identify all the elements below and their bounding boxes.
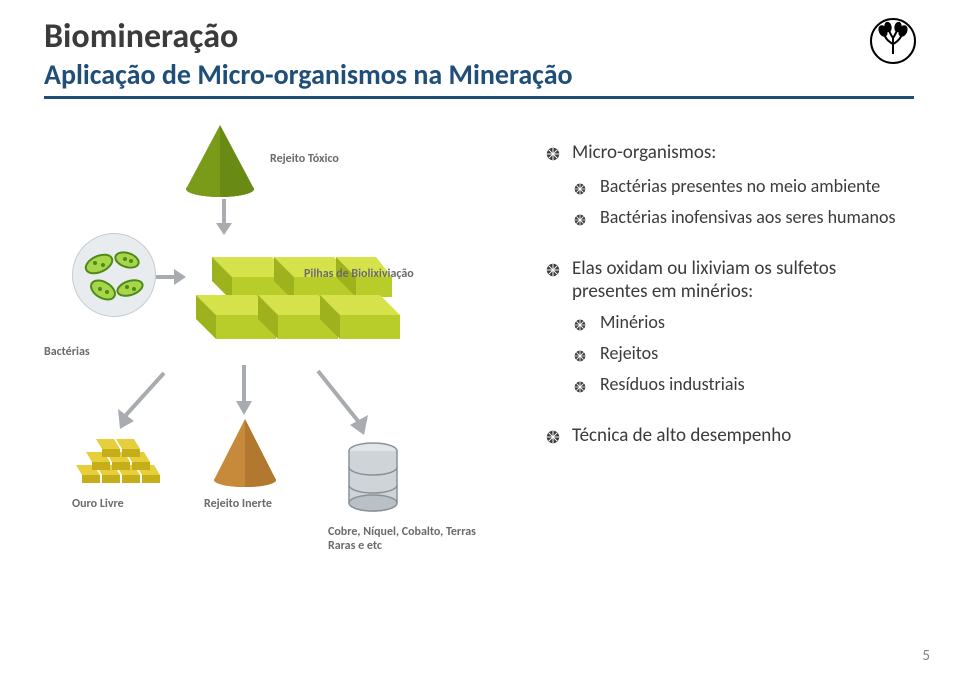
bullet-icon (574, 376, 594, 398)
inert-cone-icon (210, 417, 280, 489)
bullet-text: Elas oxidam ou lixiviam os sulfetos pres… (572, 257, 916, 303)
toxic-cone-icon (182, 123, 258, 199)
bullet-icon (546, 427, 566, 450)
bullet-icon (574, 345, 594, 367)
list-item: Bactérias presentes no meio ambiente (574, 175, 916, 200)
page-number: 5 (922, 647, 930, 665)
list-item: Técnica de alto desempenho (546, 424, 916, 450)
content-row: Rejeito Tóxico (44, 117, 916, 657)
list-item: Minérios (574, 311, 916, 336)
page-title: Biomineração (44, 18, 573, 55)
header-rule (44, 96, 914, 99)
header: Biomineração Aplicação de Micro-organism… (44, 18, 916, 92)
title-block: Biomineração Aplicação de Micro-organism… (44, 18, 573, 92)
toxic-label: Rejeito Tóxico (270, 152, 339, 166)
gold-label: Ouro Livre (72, 497, 124, 511)
slide: Biomineração Aplicação de Micro-organism… (0, 0, 960, 683)
bullet-text: Rejeitos (600, 342, 658, 364)
bullet-list: Técnica de alto desempenho (546, 424, 916, 450)
barrel-icon (346, 441, 400, 515)
bullet-list: Micro-organismos: (546, 141, 916, 167)
list-item: Resíduos industriais (574, 373, 916, 398)
text-column: Micro-organismos: Bactérias presentes no… (534, 117, 916, 657)
diagram: Rejeito Tóxico (44, 117, 534, 657)
bacteria-label: Bactérias (44, 345, 90, 359)
arrow-down-center-icon (236, 365, 252, 420)
bullet-text: Micro-organismos: (572, 141, 716, 164)
bullet-icon (574, 209, 594, 231)
arrow-down-icon (216, 199, 232, 240)
bullet-icon (574, 314, 594, 336)
page-subtitle: Aplicação de Micro-organismos na Mineraç… (44, 57, 573, 92)
bullet-text: Técnica de alto desempenho (572, 424, 791, 447)
piles-label: Pilhas de Biolixiviação (304, 267, 464, 281)
logo-icon (870, 18, 916, 64)
bacteria-icon (72, 233, 156, 317)
bullet-list-sub: Minérios Rejeitos Resíduos industriais (574, 311, 916, 398)
barrel-label: Cobre, Níquel, Cobalto, Terras Raras e e… (328, 525, 488, 553)
bullet-text: Minérios (600, 311, 665, 333)
inert-label: Rejeito Inerte (204, 497, 272, 511)
bullet-text: Resíduos industriais (600, 373, 745, 395)
bullet-list-sub: Bactérias presentes no meio ambiente Bac… (574, 175, 916, 231)
biolixiviation-piles-icon (182, 237, 412, 357)
list-item: Rejeitos (574, 342, 916, 367)
bullet-icon (546, 144, 566, 167)
bullet-text: Bactérias inofensivas aos seres humanos (600, 206, 896, 228)
bullet-text: Bactérias presentes no meio ambiente (600, 175, 880, 197)
bullet-icon (546, 260, 566, 283)
gold-ore-icon (72, 429, 162, 485)
bullet-icon (574, 178, 594, 200)
list-item: Bactérias inofensivas aos seres humanos (574, 206, 916, 231)
arrow-down-right-icon (312, 367, 376, 444)
list-item: Micro-organismos: (546, 141, 916, 167)
bullet-list: Elas oxidam ou lixiviam os sulfetos pres… (546, 257, 916, 303)
list-item: Elas oxidam ou lixiviam os sulfetos pres… (546, 257, 916, 303)
arrow-down-left-icon (110, 369, 170, 438)
